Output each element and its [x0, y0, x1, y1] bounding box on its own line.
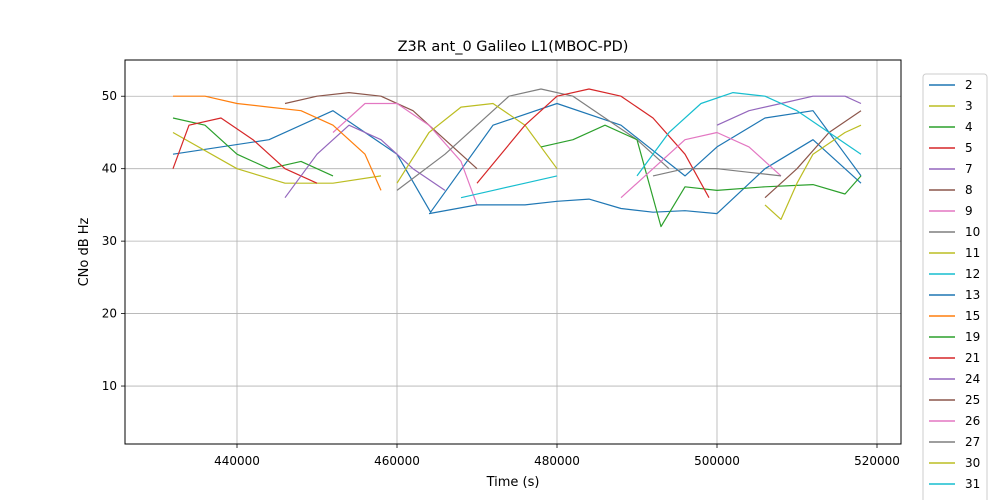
legend-label-30: 30: [965, 456, 980, 470]
series-line-10: [396, 88, 670, 191]
series-line-24: [716, 95, 862, 126]
series-line-3: [172, 131, 382, 184]
y-tick-label: 10: [102, 379, 117, 393]
legend-box: [922, 73, 988, 500]
legend-label-4: 4: [965, 120, 973, 134]
series-line-11: [396, 102, 558, 184]
legend-label-11: 11: [965, 246, 980, 260]
series-line-15: [173, 95, 382, 191]
legend-label-5: 5: [965, 141, 973, 155]
legend-label-2: 2: [965, 78, 973, 92]
series-line-27: [652, 168, 782, 177]
legend-label-24: 24: [965, 372, 980, 386]
series-line-2: [172, 102, 862, 213]
legend: 2 3 4 5 7 8 9 10 11 12 13 15 19 21 24 25 26 27 30 31: [922, 73, 988, 500]
x-axis-label: Time (s): [486, 475, 540, 490]
x-tick-label: 440000: [214, 454, 260, 468]
series-layer: [172, 88, 862, 228]
series-line-30: [764, 124, 862, 220]
legend-label-3: 3: [965, 99, 973, 113]
grid: [125, 60, 901, 444]
y-axis-label: CNo dB Hz: [77, 217, 92, 286]
x-tick-label: 460000: [374, 454, 420, 468]
legend-label-7: 7: [965, 162, 973, 176]
chart-title: Z3R ant_0 Galileo L1(MBOC-PD): [398, 39, 629, 55]
legend-label-31: 31: [965, 477, 980, 491]
x-tick-label: 500000: [694, 454, 740, 468]
series-line-13: [428, 139, 862, 215]
legend-label-10: 10: [965, 225, 980, 239]
legend-label-9: 9: [965, 204, 973, 218]
legend-label-8: 8: [965, 183, 973, 197]
y-tick-label: 20: [102, 307, 117, 321]
tick-layer: 440000 460000 480000 500000 520000 10 20 30 40 50: [102, 89, 900, 468]
legend-label-13: 13: [965, 288, 980, 302]
legend-label-27: 27: [965, 435, 980, 449]
axes-frame: [124, 59, 902, 445]
series-line-8: [284, 91, 478, 170]
legend-label-25: 25: [965, 393, 980, 407]
x-tick-label: 520000: [854, 454, 900, 468]
x-tick-label: 480000: [534, 454, 580, 468]
series-line-26: [620, 131, 782, 199]
series-line-21: [476, 88, 710, 198]
legend-label-12: 12: [965, 267, 980, 281]
series-line-19: [540, 124, 862, 228]
series-line-25: [764, 110, 862, 199]
series-line-5: [172, 117, 318, 184]
series-line-4: [172, 117, 334, 177]
legend-label-26: 26: [965, 414, 980, 428]
y-tick-label: 30: [102, 234, 117, 248]
series-line-7: [284, 124, 446, 199]
series-line-9: [332, 102, 478, 206]
y-tick-label: 40: [102, 162, 117, 176]
legend-label-19: 19: [965, 330, 980, 344]
series-line-12: [460, 175, 558, 199]
legend-label-21: 21: [965, 351, 980, 365]
series-line-31: [636, 91, 862, 177]
legend-label-15: 15: [965, 309, 980, 323]
y-tick-label: 50: [102, 89, 117, 103]
